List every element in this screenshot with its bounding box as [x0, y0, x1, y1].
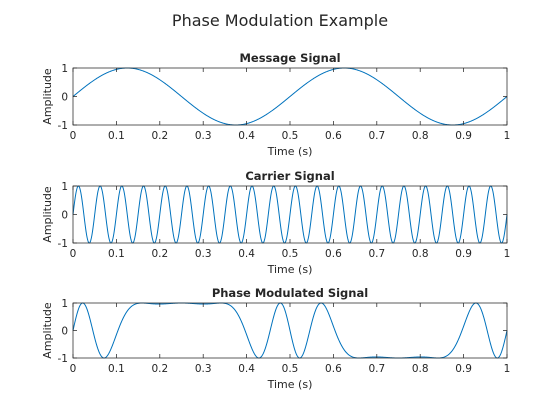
- x-tick-label: 0: [70, 248, 77, 260]
- y-tick-label: -1: [58, 238, 68, 250]
- x-tick-label: 0.8: [412, 363, 429, 375]
- y-axis-label: Amplitude: [41, 186, 54, 243]
- x-tick-label: 0.9: [455, 130, 472, 142]
- subplot-title: Carrier Signal: [245, 169, 334, 183]
- y-tick-label: -1: [58, 353, 68, 365]
- x-tick-label: 0.5: [282, 363, 299, 375]
- x-tick-label: 0.9: [455, 363, 472, 375]
- x-tick-label: 0.3: [195, 363, 212, 375]
- x-tick-label: 0.5: [282, 248, 299, 260]
- x-tick-label: 1: [504, 363, 511, 375]
- x-tick-label: 0.7: [368, 248, 385, 260]
- signal-line: [72, 185, 508, 244]
- x-tick-label: 0.2: [151, 130, 168, 142]
- x-tick-label: 0.6: [325, 248, 342, 260]
- x-tick-label: 0: [70, 130, 77, 142]
- y-tick-label: 0: [61, 92, 68, 104]
- subplot-1: 0 0.1 0.2 0.3 0.4 0.5 0.6 0.7 0.8 0.9 1-101Message…: [41, 51, 510, 158]
- y-axis-label: Amplitude: [41, 68, 54, 125]
- x-tick-label: 0.8: [412, 130, 429, 142]
- figure-title: Phase Modulation Example: [172, 11, 388, 30]
- x-tick-label: 0.4: [238, 363, 255, 375]
- x-tick-label: 0.2: [151, 248, 168, 260]
- x-tick-label: 0.9: [455, 248, 472, 260]
- subplots-container: 0 0.1 0.2 0.3 0.4 0.5 0.6 0.7 0.8 0.9 1-101Message…: [41, 51, 510, 391]
- x-tick-label: 0.4: [238, 130, 255, 142]
- subplot-title: Message Signal: [239, 51, 340, 65]
- y-tick-label: -1: [58, 120, 68, 132]
- subplot-2: 0 0.1 0.2 0.3 0.4 0.5 0.6 0.7 0.8 0.9 1-101Carrier…: [41, 169, 510, 276]
- y-tick-label: 1: [61, 63, 68, 75]
- x-tick-label: 0.8: [412, 248, 429, 260]
- x-axis-label: Time (s): [267, 145, 313, 158]
- x-tick-label: 0.1: [108, 363, 125, 375]
- x-tick-label: 0.4: [238, 248, 255, 260]
- x-tick-label: 0.1: [108, 248, 125, 260]
- signal-line: [72, 67, 508, 126]
- x-tick-label: 0.5: [282, 130, 299, 142]
- x-tick-label: 0.7: [368, 363, 385, 375]
- x-axis-label: Time (s): [267, 263, 313, 276]
- x-tick-label: 0: [70, 363, 77, 375]
- x-tick-label: 1: [504, 130, 511, 142]
- y-tick-label: 1: [61, 181, 68, 193]
- y-axis-label: Amplitude: [41, 302, 54, 359]
- x-tick-label: 1: [504, 248, 511, 260]
- y-tick-label: 0: [61, 210, 68, 222]
- x-tick-label: 0.6: [325, 363, 342, 375]
- x-tick-label: 0.7: [368, 130, 385, 142]
- x-tick-label: 0.3: [195, 248, 212, 260]
- x-axis-label: Time (s): [267, 378, 313, 391]
- x-tick-label: 0.1: [108, 130, 125, 142]
- y-tick-label: 1: [61, 298, 68, 310]
- x-tick-label: 0.6: [325, 130, 342, 142]
- x-tick-label: 0.2: [151, 363, 168, 375]
- x-tick-label: 0.3: [195, 130, 212, 142]
- subplot-title: Phase Modulated Signal: [212, 286, 368, 300]
- y-tick-label: 0: [61, 326, 68, 338]
